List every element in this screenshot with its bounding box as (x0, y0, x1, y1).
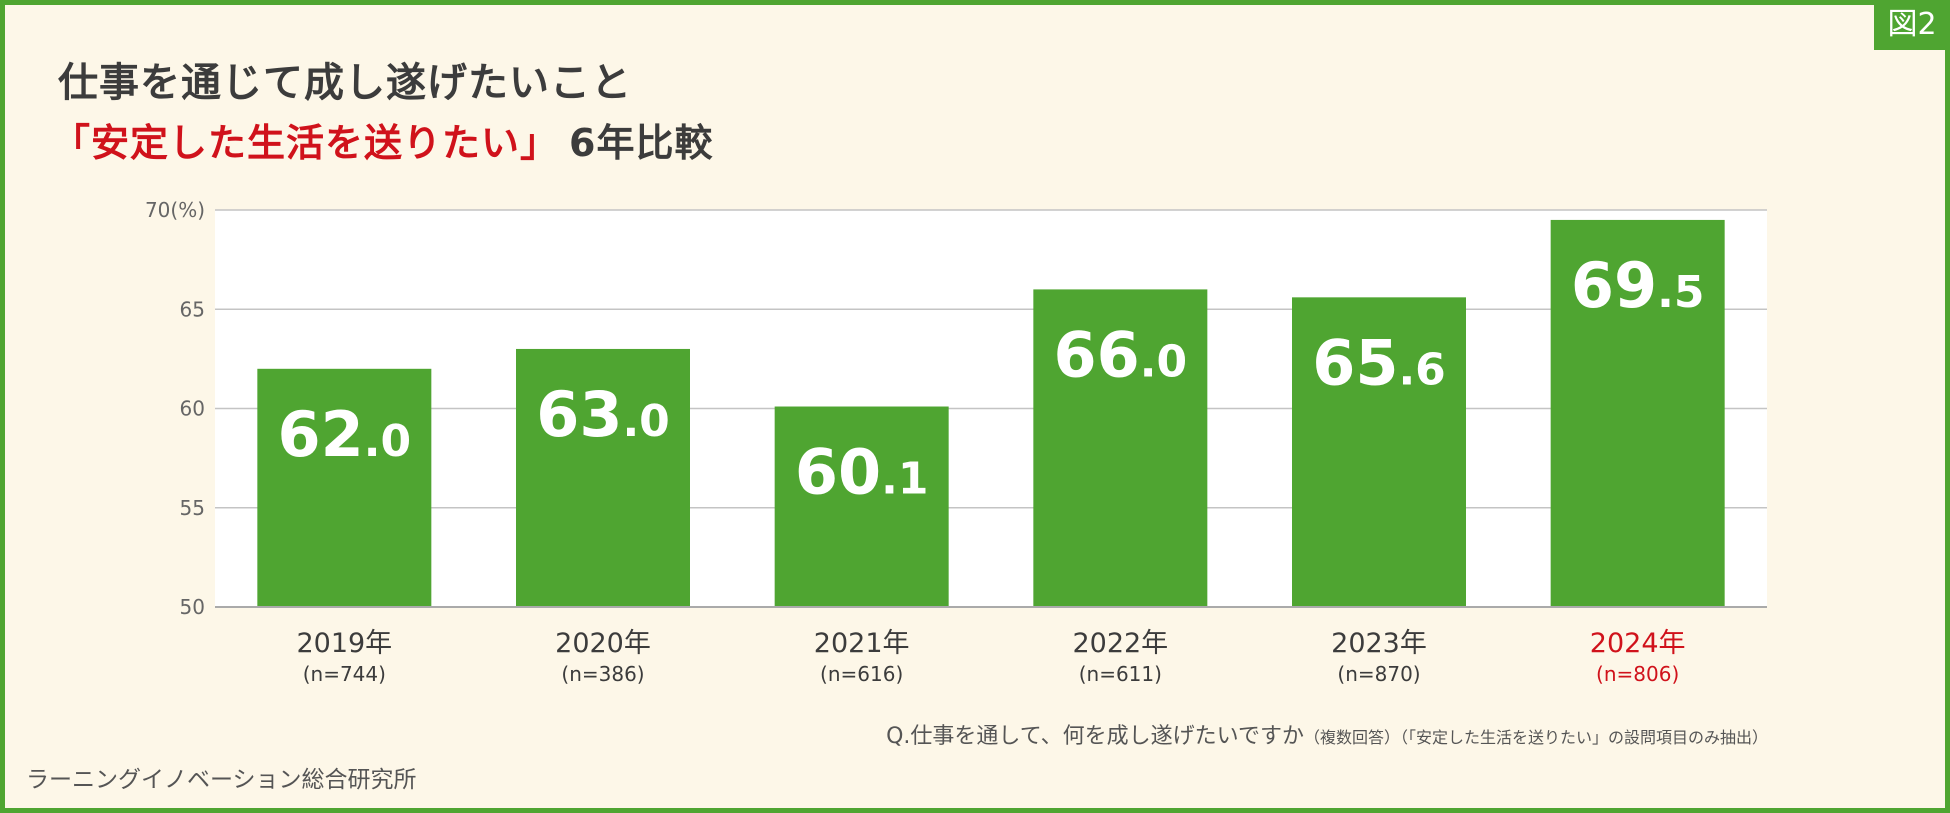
bar-value-label: 65.6 (1312, 326, 1446, 399)
question-text: Q.仕事を通して、何を成し遂げたいですか (886, 724, 1304, 749)
question-note: Q.仕事を通して、何を成し遂げたいですか（複数回答）（「安定した生活を送りたい」… (886, 718, 1768, 750)
sample-size-label: (n=611) (1079, 662, 1162, 686)
y-tick-label: 70(%) (145, 198, 205, 222)
chart-title: 仕事を通じて成し遂げたいこと (58, 60, 632, 106)
y-tick-label: 65 (180, 297, 205, 321)
subtitle-highlight: 「安定した生活を送りたい」 (52, 121, 560, 165)
bar (1033, 289, 1208, 607)
bar-value-label: 62.0 (278, 398, 412, 471)
source-credit: ラーニングイノベーション総合研究所 (26, 767, 417, 793)
sample-size-label: (n=616) (820, 662, 903, 686)
x-tick-label: 2023年 (1331, 628, 1427, 659)
y-tick-label: 55 (180, 496, 205, 520)
bar (257, 368, 432, 607)
y-tick-label: 50 (180, 595, 205, 619)
subtitle-rest: 6年比較 (569, 121, 714, 165)
x-tick-label: 2021年 (814, 628, 910, 659)
bar-value-label: 60.1 (795, 436, 929, 509)
x-tick-label: 2024年 (1590, 628, 1686, 659)
bar (774, 406, 949, 607)
sample-size-label: (n=386) (561, 662, 644, 686)
x-tick-label: 2022年 (1072, 628, 1168, 659)
y-tick-label: 60 (180, 397, 205, 421)
bar (516, 348, 690, 607)
bar-value-label: 63.0 (536, 378, 670, 451)
x-tick-label: 2020年 (555, 628, 651, 659)
x-tick-label: 2019年 (296, 628, 392, 659)
sample-size-label: (n=870) (1337, 662, 1420, 686)
sample-size-label: (n=806) (1596, 662, 1679, 686)
bar-value-label: 69.5 (1571, 249, 1705, 322)
bar (1550, 219, 1725, 608)
bar (1292, 297, 1466, 607)
question-qualifier: （複数回答）（「安定した生活を送りたい」の設問項目のみ抽出） (1303, 728, 1768, 747)
figure-label: 図2 (1874, 0, 1950, 50)
chart-subtitle: 「安定した生活を送りたい」 6年比較 (52, 112, 713, 167)
sample-size-label: (n=744) (303, 662, 386, 686)
bar-value-label: 66.0 (1054, 318, 1188, 391)
